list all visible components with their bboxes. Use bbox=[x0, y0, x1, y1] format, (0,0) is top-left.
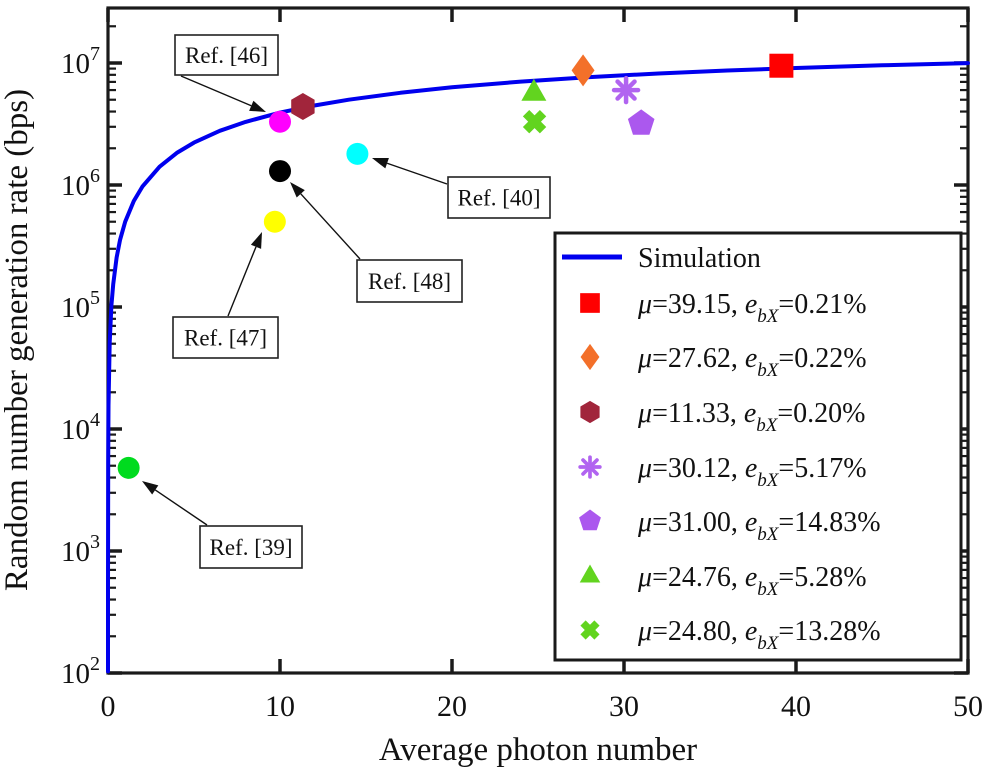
annotation-label: Ref. [47] bbox=[184, 326, 267, 351]
marker-ref-circle bbox=[117, 456, 140, 479]
legend-label-simulation: Simulation bbox=[638, 243, 761, 274]
annotation-arrowhead bbox=[249, 100, 266, 112]
annotation-arrowhead bbox=[290, 182, 305, 198]
legend-marker-diamond bbox=[580, 343, 600, 371]
marker-ref-circle bbox=[263, 210, 286, 233]
legend-frame bbox=[553, 231, 963, 662]
legend-label-entry: μ=24.76, ebX=5.28% bbox=[637, 562, 867, 600]
annotation-arrow-line bbox=[180, 75, 252, 107]
marker-hexagon bbox=[291, 93, 315, 120]
y-tick-label: 107 bbox=[61, 43, 100, 80]
annotation-arrowhead bbox=[250, 232, 262, 249]
legend-label-entry: μ=24.80, ebX=13.28% bbox=[637, 616, 881, 654]
cross-arm bbox=[522, 110, 547, 134]
legend-label-entry: μ=30.12, ebX=5.17% bbox=[637, 453, 867, 491]
simulation-curve bbox=[106, 61, 970, 674]
annotation: Ref. [48] bbox=[290, 182, 463, 303]
marker-asterisk bbox=[611, 75, 641, 105]
annotation-label: Ref. [48] bbox=[368, 269, 451, 294]
annotation-label: Ref. [39] bbox=[209, 535, 292, 560]
marker-ref-circle bbox=[269, 160, 291, 183]
annotation-arrowhead bbox=[372, 158, 389, 169]
x-tick-label: 20 bbox=[437, 690, 467, 723]
marker-square bbox=[769, 53, 794, 78]
asterisk-arm bbox=[581, 458, 599, 476]
legend-label-entry: μ=39.15, ebX=0.21% bbox=[637, 289, 867, 327]
legend-marker-hexagon bbox=[580, 400, 600, 424]
x-tick-label: 40 bbox=[781, 690, 811, 723]
annotation-box bbox=[174, 34, 279, 76]
marker-pentagon bbox=[627, 109, 655, 135]
marker-ref-circle bbox=[346, 142, 369, 165]
legend-marker-triangle bbox=[579, 564, 601, 583]
marker-ref-circle bbox=[269, 110, 291, 133]
marker-diamond bbox=[571, 54, 595, 87]
y-tick-label: 103 bbox=[61, 531, 100, 568]
y-tick-label: 106 bbox=[61, 165, 100, 202]
y-tick-label: 105 bbox=[61, 287, 100, 324]
x-tick-label: 30 bbox=[609, 690, 639, 723]
annotation: Ref. [40] bbox=[372, 158, 551, 219]
annotation-box bbox=[356, 259, 463, 303]
annotation-arrow-line bbox=[227, 246, 257, 317]
annotation-arrow-line bbox=[386, 162, 448, 185]
legend-box: Simulation μ=39.15, ebX=0.21% μ=27.62, ebX… bbox=[553, 231, 963, 662]
legend-label-entry: μ=11.33, ebX=0.20% bbox=[637, 398, 866, 436]
annotation-arrow-line bbox=[300, 193, 361, 260]
y-tick-label: 104 bbox=[61, 409, 100, 446]
annotation-arrow-line bbox=[154, 489, 208, 526]
annotation-box bbox=[199, 525, 303, 569]
legend-marker-pentagon bbox=[579, 509, 601, 531]
annotation-arrowhead bbox=[142, 481, 159, 495]
marker-cross bbox=[522, 110, 547, 134]
y-tick-label: 102 bbox=[61, 653, 100, 690]
x-tick-label: 10 bbox=[265, 690, 295, 723]
annotation-box bbox=[447, 176, 551, 219]
legend-marker-asterisk bbox=[578, 455, 602, 479]
asterisk-arm bbox=[615, 79, 637, 101]
x-tick-label: 50 bbox=[953, 690, 983, 723]
data-markers bbox=[117, 53, 794, 479]
marker-triangle bbox=[521, 78, 547, 101]
annotation: Ref. [46] bbox=[174, 34, 279, 112]
y-axis-label: Random number generation rate (bps) bbox=[0, 89, 35, 591]
x-tick-label: 0 bbox=[101, 690, 116, 723]
cross-arm bbox=[580, 620, 600, 640]
annotation: Ref. [47] bbox=[172, 232, 279, 359]
annotation-label: Ref. [40] bbox=[457, 186, 540, 211]
annotation-box bbox=[172, 316, 279, 359]
simulation-line bbox=[106, 61, 970, 674]
ref-annotations: Ref. [46] Ref. [40] Ref. [48] Ref. [47] Ref.… bbox=[142, 34, 551, 569]
x-axis-label: Average photon number bbox=[379, 732, 697, 768]
annotation: Ref. [39] bbox=[142, 481, 303, 569]
legend-marker-square bbox=[580, 293, 600, 313]
annotation-label: Ref. [46] bbox=[185, 43, 268, 68]
legend-marker-cross bbox=[580, 620, 600, 640]
legend-label-entry: μ=27.62, ebX=0.22% bbox=[637, 343, 867, 381]
legend-label-entry: μ=31.00, ebX=14.83% bbox=[637, 507, 881, 545]
